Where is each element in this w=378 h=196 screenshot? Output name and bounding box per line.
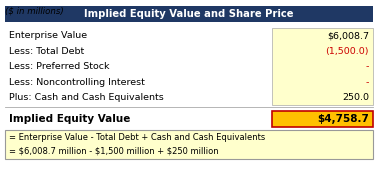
Text: = Enterprise Value - Total Debt + Cash and Cash Equivalents: = Enterprise Value - Total Debt + Cash a… — [9, 133, 265, 142]
Text: (1,500.0): (1,500.0) — [325, 47, 369, 56]
FancyBboxPatch shape — [5, 6, 373, 22]
Text: -: - — [366, 78, 369, 87]
FancyBboxPatch shape — [5, 130, 373, 159]
Text: Enterprise Value: Enterprise Value — [9, 31, 87, 40]
Text: Implied Equity Value: Implied Equity Value — [9, 114, 130, 124]
Text: $4,758.7: $4,758.7 — [317, 114, 369, 124]
Text: $6,008.7: $6,008.7 — [327, 31, 369, 40]
Text: Plus: Cash and Cash Equivalents: Plus: Cash and Cash Equivalents — [9, 93, 164, 102]
Text: Implied Equity Value and Share Price: Implied Equity Value and Share Price — [84, 9, 294, 19]
Text: -: - — [366, 62, 369, 71]
Text: Less: Total Debt: Less: Total Debt — [9, 47, 84, 56]
FancyBboxPatch shape — [271, 111, 373, 127]
Text: Less: Noncontrolling Interest: Less: Noncontrolling Interest — [9, 78, 145, 87]
Text: ($ in millions): ($ in millions) — [5, 6, 64, 15]
Text: = $6,008.7 million - $1,500 million + $250 million: = $6,008.7 million - $1,500 million + $2… — [9, 146, 218, 155]
Text: Less: Preferred Stock: Less: Preferred Stock — [9, 62, 109, 71]
FancyBboxPatch shape — [271, 28, 373, 105]
Text: 250.0: 250.0 — [342, 93, 369, 102]
